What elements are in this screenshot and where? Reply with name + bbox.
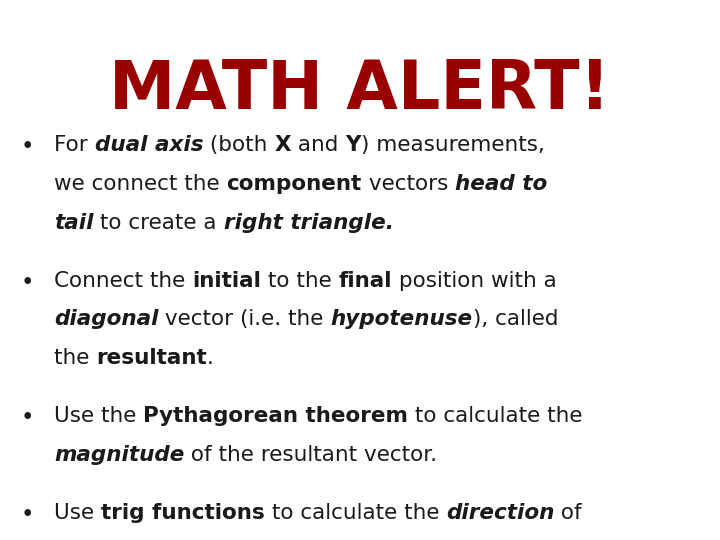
Text: position with a: position with a <box>392 271 557 291</box>
Text: trig functions: trig functions <box>101 503 265 523</box>
Text: of: of <box>554 503 582 523</box>
Text: and: and <box>291 135 346 155</box>
Text: diagonal: diagonal <box>54 309 158 329</box>
Text: right triangle.: right triangle. <box>224 213 394 233</box>
Text: Pythagorean theorem: Pythagorean theorem <box>143 406 408 426</box>
Text: component: component <box>227 174 361 194</box>
Text: direction: direction <box>446 503 554 523</box>
Text: of the resultant vector.: of the resultant vector. <box>184 445 438 465</box>
Text: final: final <box>338 271 392 291</box>
Text: •: • <box>20 271 34 294</box>
Text: head to: head to <box>455 174 547 194</box>
Text: vector (i.e. the: vector (i.e. the <box>158 309 330 329</box>
Text: MATH ALERT!: MATH ALERT! <box>109 57 611 123</box>
Text: magnitude: magnitude <box>54 445 184 465</box>
Text: (both: (both <box>203 135 274 155</box>
Text: tail: tail <box>54 213 94 233</box>
Text: to calculate the: to calculate the <box>408 406 582 426</box>
Text: initial: initial <box>192 271 261 291</box>
Text: X: X <box>274 135 291 155</box>
Text: .: . <box>207 348 214 368</box>
Text: For: For <box>54 135 94 155</box>
Text: we connect the: we connect the <box>54 174 227 194</box>
Text: •: • <box>20 406 34 429</box>
Text: Use the: Use the <box>54 406 143 426</box>
Text: vectors: vectors <box>361 174 455 194</box>
Text: ), called: ), called <box>473 309 559 329</box>
Text: hypotenuse: hypotenuse <box>330 309 473 329</box>
Text: •: • <box>20 135 34 158</box>
Text: Y: Y <box>346 135 361 155</box>
Text: Connect the: Connect the <box>54 271 192 291</box>
Text: ) measurements,: ) measurements, <box>361 135 544 155</box>
Text: to calculate the: to calculate the <box>265 503 446 523</box>
Text: dual axis: dual axis <box>94 135 203 155</box>
Text: resultant: resultant <box>96 348 207 368</box>
Text: to the: to the <box>261 271 338 291</box>
Text: to create a: to create a <box>94 213 224 233</box>
Text: the: the <box>54 348 96 368</box>
Text: Use: Use <box>54 503 101 523</box>
Text: •: • <box>20 503 34 526</box>
